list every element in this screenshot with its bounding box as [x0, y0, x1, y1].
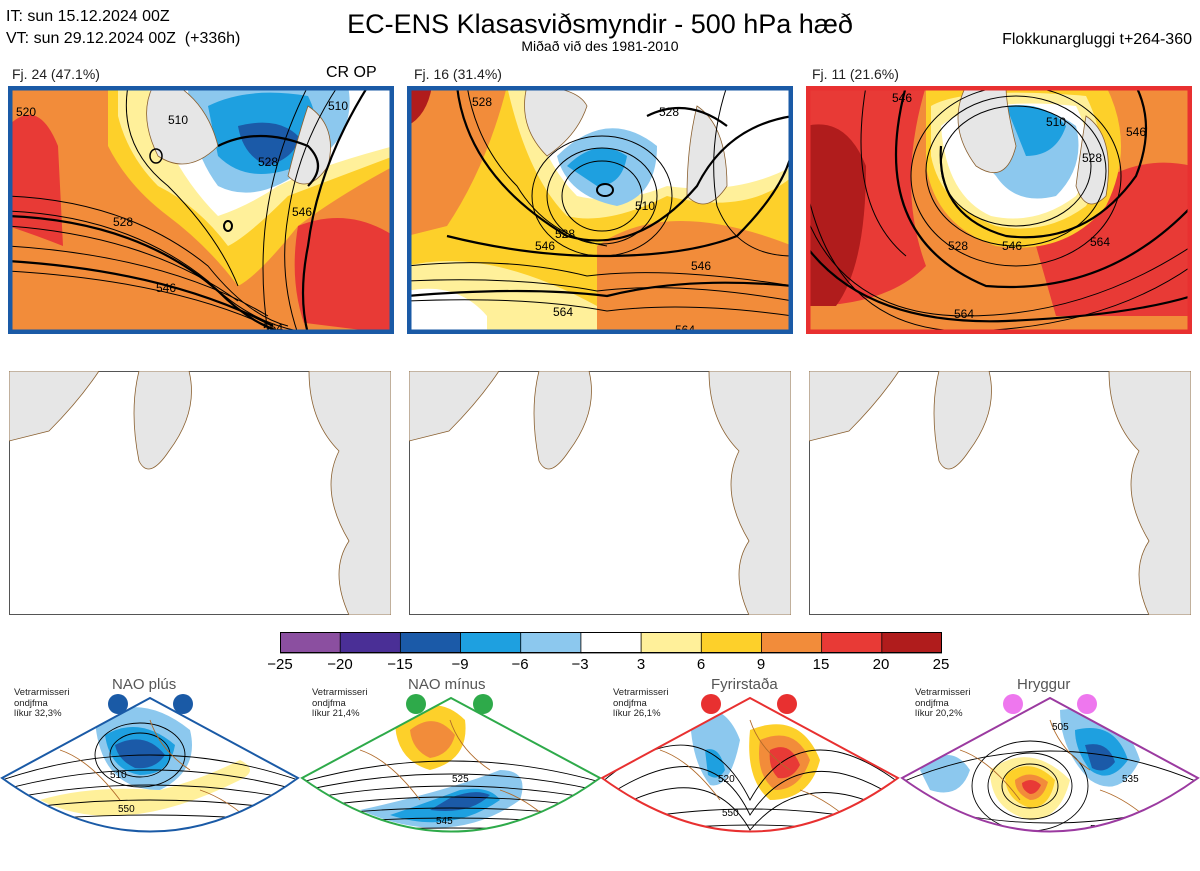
- contour-label: 546: [535, 239, 555, 253]
- regime-note-1: Vetrarmisseri ondjfma líkur 32,3%: [14, 687, 70, 719]
- cluster-extra-1: CR OP: [326, 64, 377, 81]
- regime-dot: [173, 694, 193, 714]
- contour-label: 564: [553, 305, 573, 319]
- contour-label: 520: [718, 774, 735, 785]
- regime-dot: [701, 694, 721, 714]
- colorbar-tick: −6: [511, 656, 529, 673]
- colorbar-cell: [700, 632, 763, 654]
- colorbar-ticks: −25 −20 −15 −9 −6 −3 3 6 9 15 20 25: [0, 656, 1200, 676]
- contour-label: 545: [436, 816, 453, 827]
- regime-title-3: Fyrirstaða: [711, 676, 778, 693]
- cluster-map-3: 546 510 528 546 528 546 564 564: [806, 86, 1192, 334]
- contour-label: 528: [258, 155, 278, 169]
- contour-label: 525: [452, 774, 469, 785]
- empty-map-3: [809, 371, 1191, 615]
- colorbar-cell: [520, 632, 582, 654]
- contour-label: 528: [1082, 151, 1102, 165]
- contour-label: 528: [659, 105, 679, 119]
- contour-label: 550: [118, 804, 135, 815]
- regime-note-4: Vetrarmisseri ondjfma líkur 20,2%: [915, 687, 971, 719]
- regime-map-3: 520 550 560: [600, 694, 900, 843]
- cluster-label-3: Fj. 11 (21.6%): [812, 66, 899, 82]
- colorbar-cell: [580, 632, 642, 654]
- contour-label: 546: [156, 281, 176, 295]
- cluster-frame-1: [8, 86, 394, 334]
- cluster-map-1: 520 510 510 528 528 546 546 564: [8, 86, 394, 334]
- contour-label: 546: [1002, 239, 1022, 253]
- contour-label: 546: [1126, 125, 1146, 139]
- colorbar-cell: [881, 632, 942, 654]
- contour-label: 528: [472, 95, 492, 109]
- regime-dot: [777, 694, 797, 714]
- classification-window: Flokkunargluggi t+264-360: [1002, 31, 1192, 48]
- regime-dot: [473, 694, 493, 714]
- contour-label: 528: [948, 239, 968, 253]
- colorbar-cell: [460, 632, 522, 654]
- contour-label: 560: [736, 832, 753, 843]
- contour-label: 528: [555, 227, 575, 241]
- regime-note-3: Vetrarmisseri ondjfma líkur 26,1%: [613, 687, 669, 719]
- cluster-map-2: 528 528 528 546 546 564 564 510: [407, 86, 793, 334]
- contour-label: 565: [446, 850, 463, 861]
- cluster-frame-3: [806, 86, 1192, 334]
- regime-map-2: 525 545 565: [300, 694, 602, 861]
- contour-label: 564: [675, 323, 695, 334]
- colorbar-tick: 3: [636, 656, 646, 673]
- init-time: IT: sun 15.12.2024 00Z: [6, 8, 170, 25]
- contour-label: 510: [110, 770, 127, 781]
- empty-map-2: [409, 371, 791, 615]
- colorbar-tick: −20: [327, 656, 353, 673]
- regime-map-4: 505 535 560: [900, 694, 1200, 833]
- colorbar-cell: [821, 632, 883, 654]
- regime-dot: [1003, 694, 1023, 714]
- regime-dot: [406, 694, 426, 714]
- colorbar-tick: −9: [451, 656, 469, 673]
- page-subtitle: Miðað við des 1981-2010: [521, 38, 679, 54]
- regime-dot: [108, 694, 128, 714]
- contour-label: 546: [691, 259, 711, 273]
- colorbar-tick: 9: [756, 656, 766, 673]
- cluster-label-2: Fj. 16 (31.4%): [414, 66, 502, 82]
- colorbar-cell: [339, 632, 402, 654]
- contour-label: 510: [1046, 115, 1066, 129]
- colorbar: [280, 632, 942, 654]
- colorbar-tick: 6: [696, 656, 706, 673]
- colorbar-cell: [640, 632, 703, 654]
- contour-label: 535: [1122, 774, 1139, 785]
- colorbar-cell: [761, 632, 823, 654]
- contour-label: 564: [1090, 235, 1110, 249]
- colorbar-tick: 25: [932, 656, 950, 673]
- regime-title-4: Hryggur: [1017, 676, 1071, 693]
- colorbar-cell: [399, 632, 462, 654]
- valid-time: VT: sun 29.12.2024 00Z (+336h): [6, 30, 241, 47]
- empty-map-1: [9, 371, 391, 615]
- page-title: EC-ENS Klasasviðsmyndir - 500 hPa hæð: [347, 9, 853, 39]
- cluster-frame-2: [407, 86, 793, 334]
- regime-note-2: Vetrarmisseri ondjfma líkur 21,4%: [312, 687, 368, 719]
- contour-label: 546: [292, 205, 312, 219]
- contour-label: 520: [16, 105, 36, 119]
- colorbar-tick: 15: [812, 656, 830, 673]
- regime-map-1: 510 550: [0, 694, 300, 833]
- colorbar-cell: [280, 632, 342, 654]
- contour-label: 510: [328, 99, 348, 113]
- regime-dot: [1077, 694, 1097, 714]
- colorbar-tick: −15: [387, 656, 413, 673]
- regime-title-2: NAO mínus: [408, 676, 486, 693]
- cluster-label-1: Fj. 24 (47.1%): [12, 66, 100, 82]
- colorbar-tick: 20: [872, 656, 890, 673]
- regime-title-1: NAO plús: [112, 676, 177, 693]
- colorbar-tick: −3: [571, 656, 589, 673]
- contour-label: 564: [954, 307, 974, 321]
- contour-label: 546: [892, 91, 912, 105]
- contour-label: 528: [113, 215, 133, 229]
- contour-label: 550: [722, 808, 739, 819]
- colorbar-tick: −25: [267, 656, 293, 673]
- contour-label: 510: [168, 113, 188, 127]
- contour-label: 510: [635, 199, 655, 213]
- contour-label: 505: [1052, 722, 1069, 733]
